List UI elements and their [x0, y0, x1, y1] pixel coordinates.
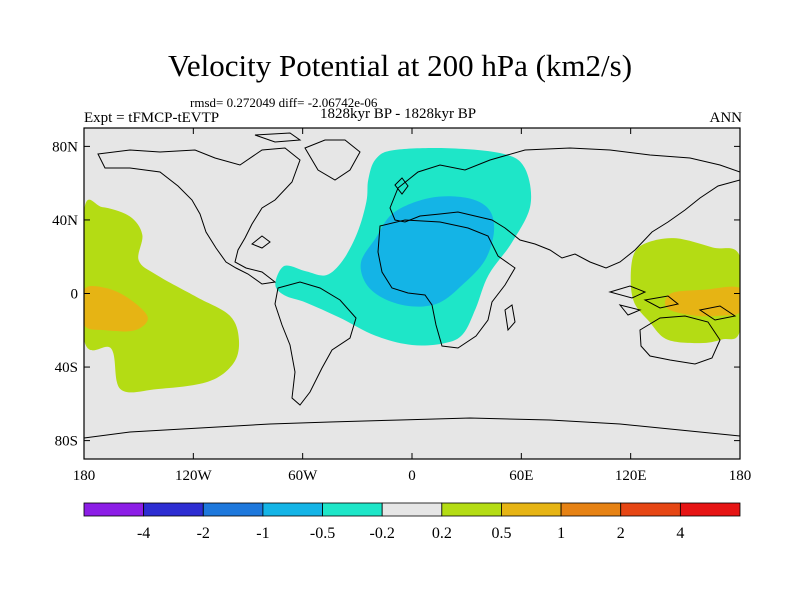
colorbar-box [381, 502, 443, 517]
colorbar-label: 1 [557, 525, 565, 542]
colorbar-label: -1 [256, 525, 269, 542]
x-tick-label: 0 [408, 468, 416, 484]
colorbar-box [143, 502, 204, 517]
colorbar-label: 2 [617, 525, 625, 542]
colorbar-box [679, 502, 741, 517]
contour-region-west-pacific-positive-inner [664, 286, 740, 317]
stats-line: rmsd= 0.272049 diff= -2.06742e-06 [190, 95, 378, 110]
colorbar-label: -2 [197, 525, 210, 542]
chart-title: Velocity Potential at 200 hPa (km2/s) [167, 48, 633, 83]
colorbar-box [262, 502, 323, 517]
x-tick-label: 180 [729, 468, 752, 484]
period-label: 1828kyr BP - 1828kyr BP [320, 106, 477, 122]
colorbar-label: 4 [676, 525, 684, 542]
colorbar-label: -0.5 [310, 525, 335, 542]
colorbar-box [322, 502, 383, 517]
contour-region-east-pacific-positive-inner [84, 286, 148, 332]
season-label: ANN [709, 110, 743, 126]
colorbar-label: 0.5 [491, 525, 511, 542]
y-tick-label: 40N [52, 213, 78, 229]
colorbar-label: -4 [137, 525, 150, 542]
x-tick-label: 180 [73, 468, 96, 484]
contour-region-atlantic-africa-negative-core [360, 196, 495, 307]
x-tick-label: 60E [509, 468, 533, 484]
experiment-label: Expt = tFMCP-tEVTP [84, 110, 220, 126]
x-tick-label: 120W [175, 468, 213, 484]
contour-region-east-pacific-positive-outer [84, 199, 240, 393]
colorbar-box [441, 502, 502, 517]
colorbar-box [620, 502, 681, 517]
x-tick-label: 60W [288, 468, 318, 484]
colorbar-box [202, 502, 264, 517]
colorbar-box [501, 502, 562, 517]
colorbar-label: -0.2 [370, 525, 395, 542]
y-tick-label: 0 [71, 287, 79, 303]
y-tick-label: 80S [55, 434, 78, 450]
y-tick-label: 80N [52, 139, 78, 155]
y-tick-label: 40S [55, 360, 78, 376]
coastlines [84, 132, 740, 459]
colorbar-box [560, 502, 622, 517]
contour-region-west-pacific-positive-outer [630, 238, 740, 344]
colorbar-label: 0.2 [432, 525, 452, 542]
x-tick-label: 120E [615, 468, 647, 484]
colorbar-box [83, 502, 145, 517]
